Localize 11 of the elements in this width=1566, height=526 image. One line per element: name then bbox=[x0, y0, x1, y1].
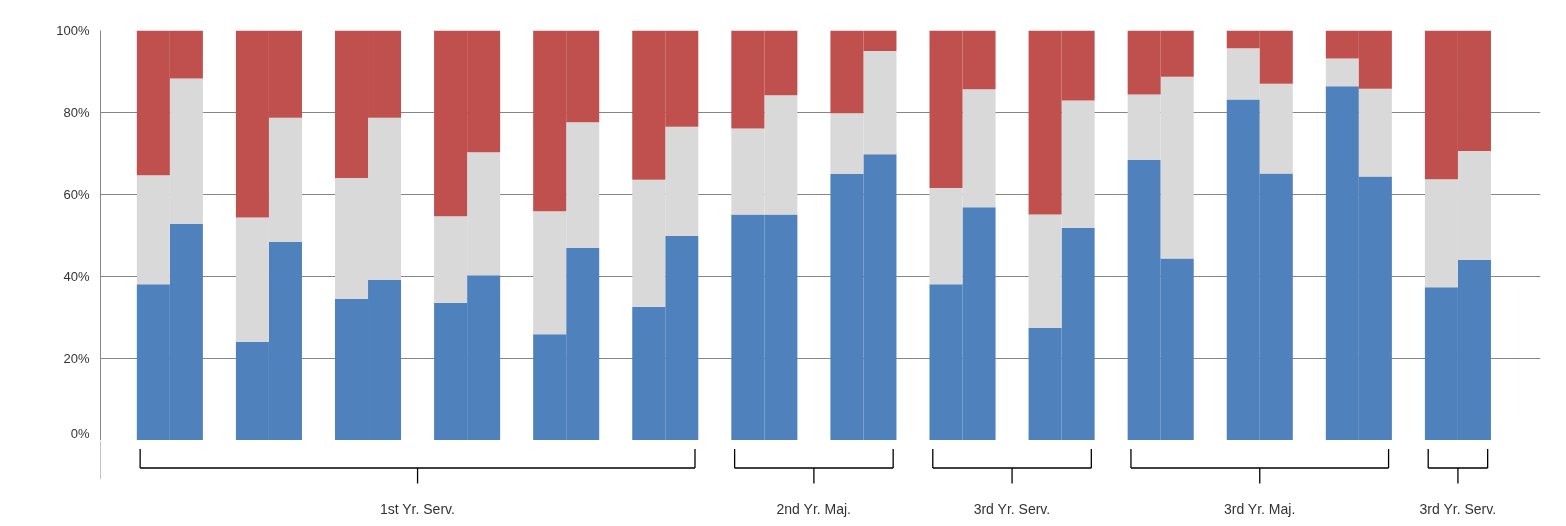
y-tick-label: 100% bbox=[56, 23, 90, 38]
text: 3rd Yr. Serv. bbox=[973, 501, 1051, 518]
y-tick-label: 40% bbox=[63, 269, 90, 284]
y-tick-label: 60% bbox=[63, 187, 90, 202]
text: 3rd Yr. Maj. bbox=[1223, 501, 1296, 518]
text: 1st Yr. Serv. bbox=[379, 501, 455, 518]
y-tick-label: 80% bbox=[63, 105, 90, 120]
text: 3rd Yr. Serv. bbox=[1419, 501, 1497, 518]
y-tick-label: 20% bbox=[63, 351, 90, 366]
text: 2nd Yr. Maj. bbox=[776, 501, 851, 518]
y-tick-label: 0% bbox=[70, 425, 90, 441]
